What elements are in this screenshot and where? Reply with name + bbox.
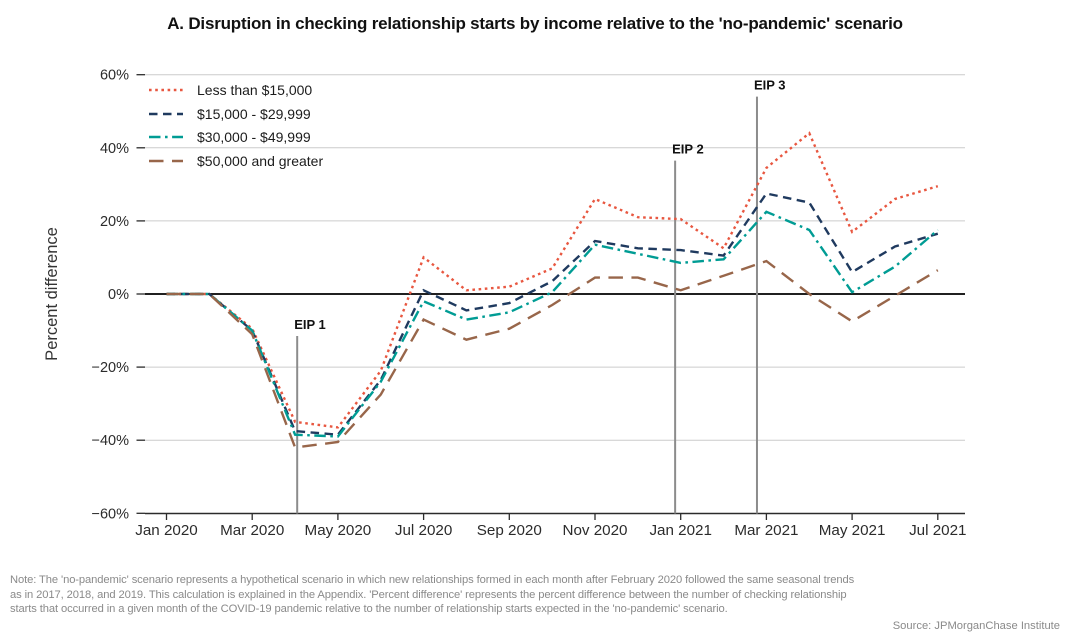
- y-tick-label: −60%: [92, 506, 130, 522]
- note-text: Note: The 'no-pandemic' scenario represe…: [10, 574, 855, 616]
- legend-swatch-line: [149, 136, 183, 139]
- x-tick-label: Mar 2021: [734, 522, 798, 539]
- legend-swatch-line: [149, 112, 183, 115]
- x-tick-label: Mar 2020: [220, 522, 284, 539]
- series-line: [166, 131, 939, 429]
- eip-annotation-label: EIP 3: [754, 78, 786, 93]
- legend-swatch-line: [149, 88, 183, 92]
- y-axis-title: Percent difference: [43, 227, 61, 361]
- legend-item: $50,000 and greater: [148, 149, 323, 173]
- x-tick-label: May 2020: [305, 522, 372, 539]
- y-tick-label: 60%: [100, 68, 129, 84]
- eip-annotation-label: EIP 1: [294, 317, 326, 332]
- x-tick-label: Jul 2020: [395, 522, 452, 539]
- y-tick-label: 40%: [100, 141, 129, 157]
- y-tick-label: −20%: [92, 360, 130, 376]
- x-tick-label: Sep 2020: [477, 522, 542, 539]
- legend-label: $15,000 - $29,999: [197, 105, 311, 122]
- legend-label: Less than $15,000: [197, 81, 313, 98]
- x-tick-label: Nov 2020: [562, 522, 627, 539]
- legend-item: Less than $15,000: [148, 78, 323, 102]
- source-text: Source: JPMorganChase Institute: [892, 620, 1060, 632]
- series-line: [166, 192, 939, 436]
- x-tick-label: May 2021: [819, 522, 886, 539]
- chart-title: A. Disruption in checking relationship s…: [167, 14, 903, 33]
- legend-label: $30,000 - $49,999: [197, 129, 311, 146]
- eip-annotation-label: EIP 2: [672, 142, 704, 157]
- legend: Less than $15,000 $15,000 - $29,999 $30,00…: [148, 78, 323, 173]
- x-tick-label: Jan 2021: [649, 522, 712, 539]
- y-tick-label: 0%: [108, 287, 129, 303]
- legend-item: $30,000 - $49,999: [148, 125, 323, 149]
- legend-label: $50,000 and greater: [197, 152, 324, 169]
- series-line: [166, 259, 939, 449]
- line-chart: −60% −40% −20% 0% 20% 40% 60% Jan 2020 Mar 2020 M…: [43, 68, 967, 539]
- y-tick-label: −40%: [92, 433, 130, 449]
- x-tick-label: Jul 2021: [909, 522, 966, 539]
- y-tick-label: 20%: [100, 214, 129, 230]
- legend-swatch-line: [149, 159, 183, 163]
- x-tick-label: Jan 2020: [135, 522, 198, 539]
- series-line: [166, 210, 939, 438]
- legend-item: $15,000 - $29,999: [148, 102, 323, 126]
